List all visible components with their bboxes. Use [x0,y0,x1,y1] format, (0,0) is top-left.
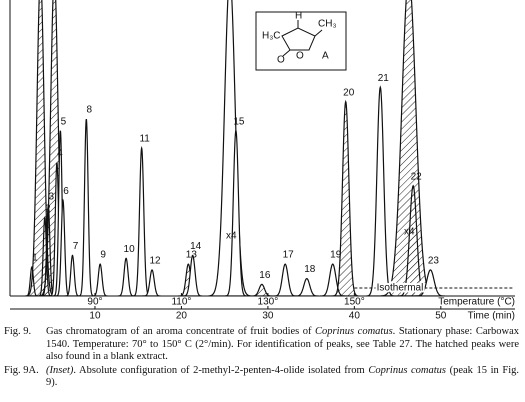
annotation: x4 [404,227,415,238]
peak [182,254,203,296]
italic-text: Coprinus comatus [315,326,393,337]
caption-text: (Inset). Absolute configuration of 2-met… [46,365,519,390]
text: . Absolute configuration of 2-methyl-2-p… [73,364,369,376]
x2-tick-label: 130° [258,297,279,308]
peak [142,269,161,296]
peak [273,263,297,296]
x-tick-label: 30 [262,311,274,322]
text: Gas chromatogram of an aroma concentrate… [46,326,316,337]
peak [366,85,394,296]
caption-label: Fig. 9A. [4,364,39,376]
inset: H₃C H CH₃ O O A [255,11,347,71]
x2-axis-label: Temperature (°C) [438,297,515,308]
peak-label: 21 [378,73,390,84]
peak [55,198,70,296]
peak [224,128,247,296]
text: . Stationary phase: Carbowax 1540. Tempe… [46,326,520,362]
peak-label: 12 [149,256,161,267]
x2-tick-label: 150° [344,297,365,308]
peak-label: 15 [233,116,245,127]
peak-label: 2 [45,203,51,214]
peak-label: 6 [63,186,69,197]
annotation: x4 [226,231,237,242]
peak-label: 14 [190,241,202,252]
inset-label: A [322,51,329,62]
peak-label: 22 [411,171,423,182]
atom: H₃C [262,31,281,42]
caption: Fig. 9. Gas chromatogram of an aroma conc… [4,326,519,391]
atom: O [277,55,285,66]
peak [208,0,251,296]
peak-label: 8 [87,105,93,116]
inset-box [255,11,347,71]
peak-label: 20 [343,87,355,98]
peak [132,145,151,296]
atom: CH₃ [318,19,337,30]
x-tick-label: 10 [89,311,101,322]
chart: H₃C H CH₃ O O A x4 x4 123456789101112131… [9,0,515,322]
peak-label: 23 [428,256,440,267]
peak [250,283,273,296]
caption-item: Fig. 9A. (Inset). Absolute configuration … [4,365,519,390]
peak [117,257,135,296]
peak [294,277,319,296]
peak [64,254,80,296]
caption-item: Fig. 9. Gas chromatogram of an aroma conc… [4,326,519,364]
atom: O [296,51,304,62]
x2-tick-label: 110° [171,297,191,308]
caption-label: Fig. 9. [4,326,32,337]
isothermal-label: Isothermal [377,283,424,294]
peak-label: 13 [186,250,198,261]
italic-text: (Inset) [46,364,74,376]
atom: H [295,11,302,22]
peak-label: 16 [259,270,271,281]
inset-structure [281,20,323,57]
x-tick-label: 20 [176,311,188,322]
peak [415,269,445,296]
peak-label: 3 [48,192,54,203]
peak-label: 1 [32,253,38,264]
peak-label: 7 [73,241,79,252]
peak-label: 19 [330,250,342,261]
x-axis-label: Time (min) [468,311,515,322]
text: (peak 15 in Fig. 9). [46,364,520,389]
peak-label: 10 [124,244,136,255]
peak-label: 11 [139,134,150,145]
trace [25,0,445,296]
x2-tick-label: 90° [87,297,102,308]
peak [91,263,108,296]
peak-label: 18 [304,264,316,275]
peak [332,99,359,296]
peak-label: 9 [100,250,106,261]
x-tick-label: 50 [435,311,447,322]
peak-label: 17 [283,250,295,261]
italic-text: Coprinus comatus [368,364,446,376]
x-tick-label: 40 [349,311,361,322]
peak [78,118,94,296]
peak-label: 4 [57,148,63,159]
peak-label: 5 [61,116,67,127]
caption-text: Gas chromatogram of an aroma concentrate… [46,326,519,364]
